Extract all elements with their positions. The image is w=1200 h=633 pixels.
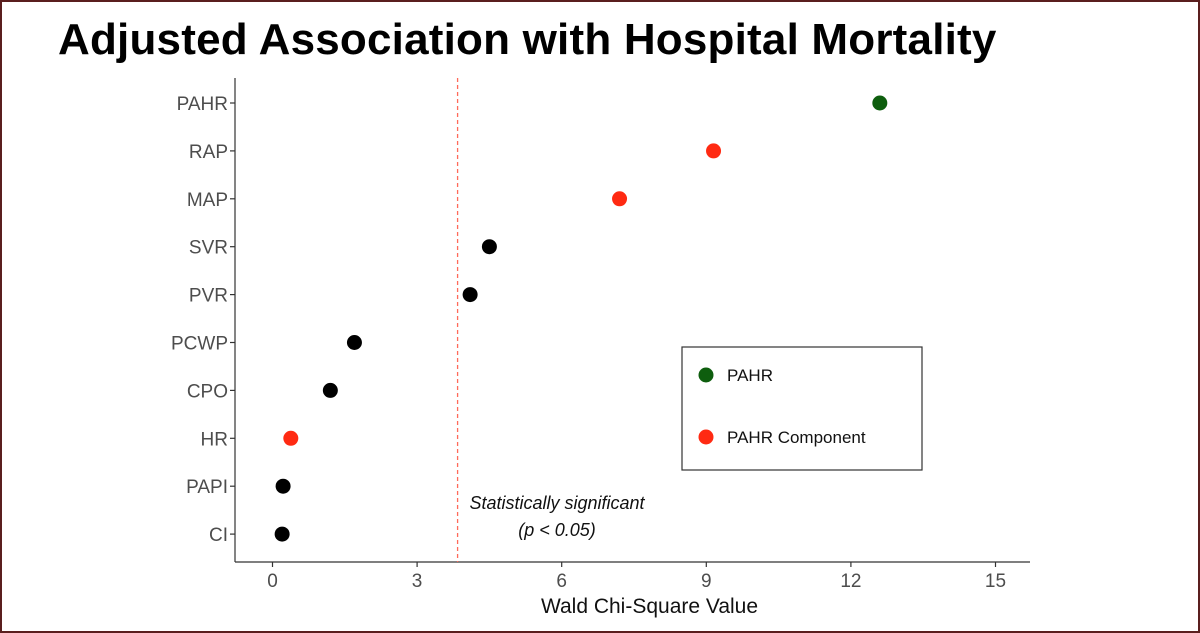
data-point-pahr [872,95,888,111]
data-point-ci [274,526,290,542]
data-point-rap [706,143,722,159]
y-tick-label: RAP [189,142,228,163]
legend: PAHR PAHR Component [681,346,923,471]
legend-label: PAHR Component [727,428,866,447]
x-tick-label: 0 [267,571,278,592]
data-point-pvr [462,287,478,303]
data-point-papi [275,478,291,494]
x-tick-label: 15 [985,571,1006,592]
x-tick-label: 12 [840,571,861,592]
x-tick-label: 9 [701,571,712,592]
chart-title: Adjusted Association with Hospital Morta… [58,15,997,64]
significance-annotation: Statistically significant [469,493,645,513]
data-point-svr [481,239,497,255]
significance-annotation-p: (p < 0.05) [518,520,596,540]
y-tick-label: PCWP [171,334,228,355]
y-tick-label: HR [201,429,228,450]
x-tick-label: 6 [556,571,567,592]
legend-label: PAHR [727,366,773,385]
legend-marker-component [698,429,714,445]
legend-box [681,346,923,471]
y-tick-label: SVR [189,238,228,259]
data-point-cpo [322,382,338,398]
y-tick-label: MAP [187,190,228,211]
y-tick-label: PVR [189,286,228,307]
data-point-map [612,191,628,207]
legend-marker-pahr [698,367,714,383]
axes: PAHR RAP MAP SVR PVR PCWP CPO HR PAPI CI 0 3 6 9 12 15 W… [171,78,1030,618]
data-point-pcwp [346,335,362,350]
y-tick-label: CI [209,525,228,546]
y-tick-label: CPO [187,381,228,402]
x-axis-title: Wald Chi-Square Value [541,595,758,618]
x-tick-label: 3 [412,571,423,592]
y-tick-label: PAPI [186,477,228,498]
y-tick-label: PAHR [177,94,228,115]
data-points [274,95,888,542]
data-point-hr [283,430,299,446]
